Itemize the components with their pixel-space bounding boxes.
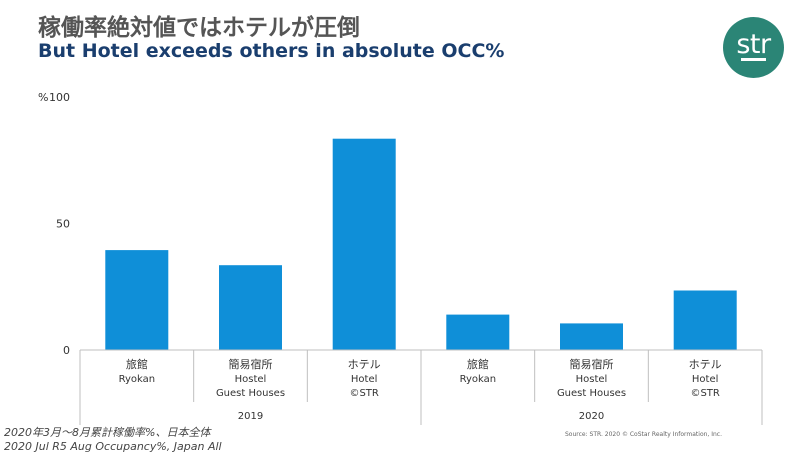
category-label: ©STR: [349, 388, 378, 399]
category-label: 簡易宿所: [229, 357, 273, 371]
page-title: 稼働率絶対値ではホテルが圧倒: [38, 15, 360, 41]
group-label: 2020: [579, 411, 604, 422]
bar: [446, 314, 510, 350]
bar: [560, 323, 623, 350]
bar: [673, 290, 737, 350]
bar: [105, 250, 169, 350]
category-label: Ryokan: [119, 374, 156, 385]
category-label: ©STR: [690, 388, 719, 399]
category-label: ホテル: [348, 358, 381, 371]
y-tick-label: 50: [56, 218, 70, 231]
category-label: Hotel: [692, 374, 719, 385]
y-tick-label: 0: [63, 344, 70, 357]
footnote-jp: 2020年3月～8月累計稼働率%、日本全体: [4, 426, 211, 439]
category-label: Hotel: [351, 374, 378, 385]
category-label: Guest Houses: [216, 388, 285, 399]
logo-underline: [741, 58, 766, 61]
page-subtitle: But Hotel exceeds others in absolute OCC…: [38, 40, 505, 62]
category-label: 簡易宿所: [570, 357, 614, 371]
category-label: Hostel: [576, 374, 608, 385]
category-label: Guest Houses: [557, 388, 626, 399]
str-logo: str: [723, 17, 784, 78]
category-label: ホテル: [689, 358, 722, 371]
category-label: 旅館: [467, 357, 489, 371]
bar: [332, 138, 396, 350]
category-label: Ryokan: [460, 374, 497, 385]
y-tick-label: 100: [49, 91, 70, 104]
category-label: Hostel: [235, 374, 267, 385]
y-axis-unit-label: %: [38, 91, 48, 104]
category-label: 旅館: [126, 357, 148, 371]
source-note: Source: STR. 2020 © CoStar Realty Inform…: [565, 431, 723, 438]
logo-text: str: [736, 29, 771, 60]
bar: [219, 265, 282, 350]
group-label: 2019: [238, 411, 263, 422]
footnote-en: 2020 Jul R5 Aug Occupancy%, Japan All: [4, 440, 222, 453]
